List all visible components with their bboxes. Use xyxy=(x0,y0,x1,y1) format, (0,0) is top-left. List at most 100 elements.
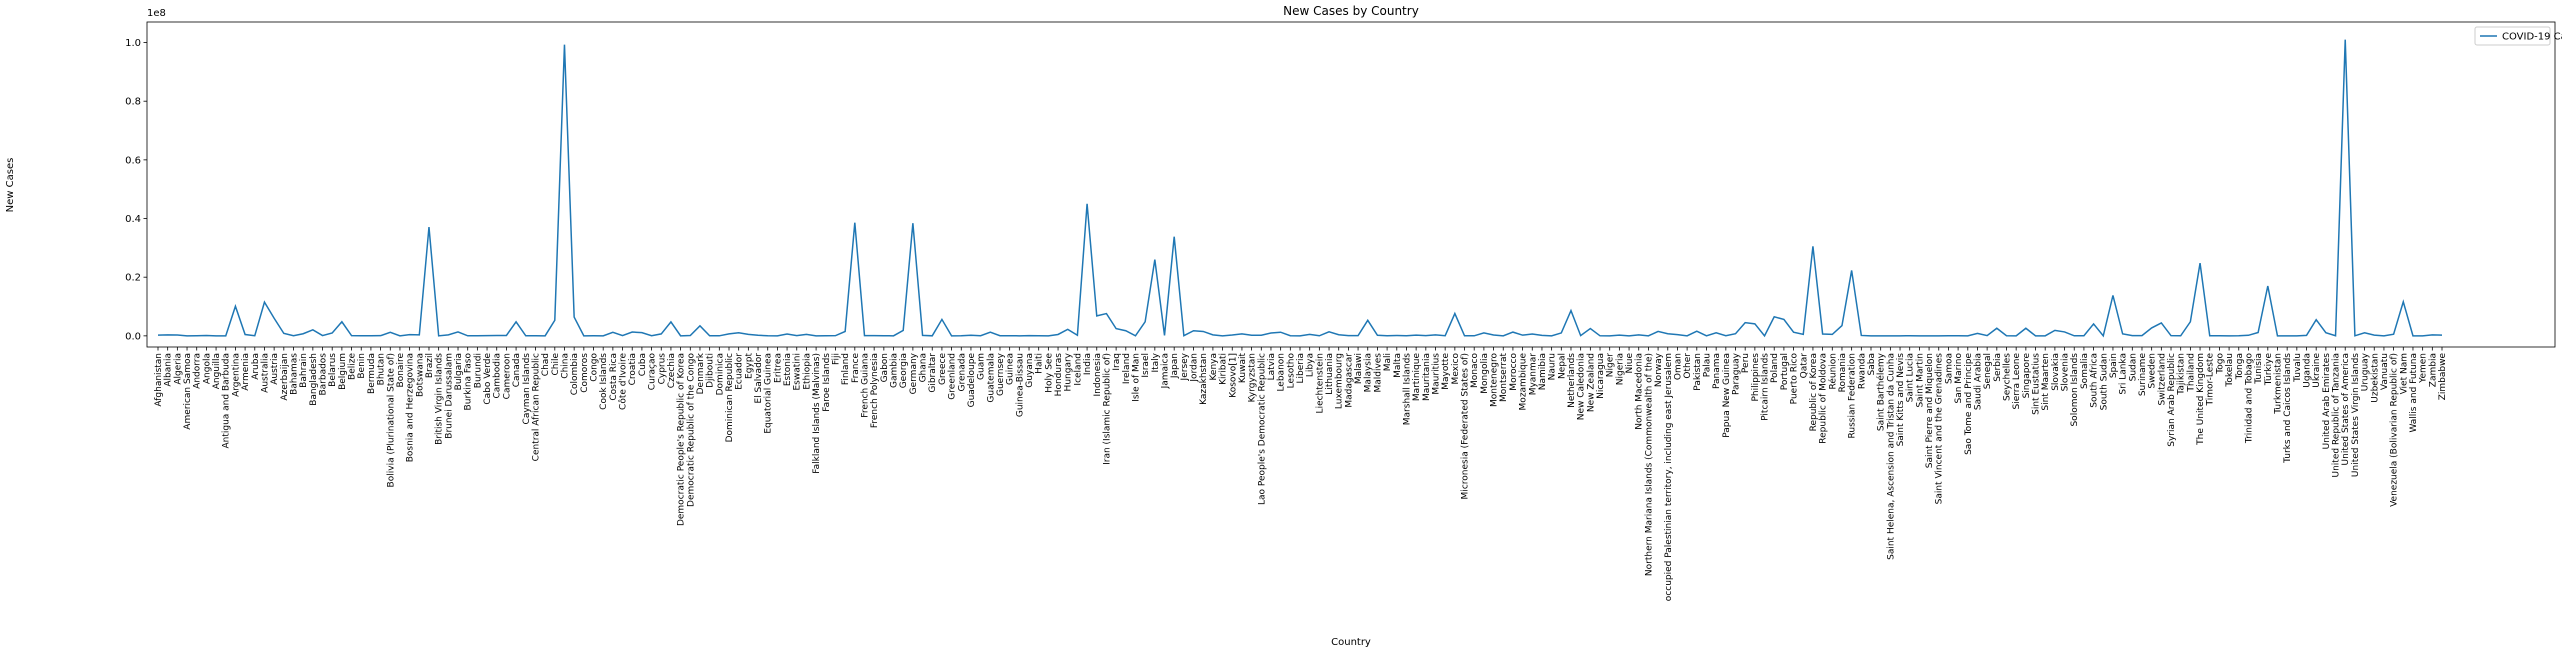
x-tick-label: Saba xyxy=(1867,353,1877,375)
x-tick-label: Somalia xyxy=(2080,353,2090,389)
x-tick-label: Bahamas xyxy=(289,353,299,395)
x-tick-label: Holy See xyxy=(1044,353,1054,393)
x-tick-label: Anguilla xyxy=(212,353,222,389)
x-tick-label: Vanuatu xyxy=(2380,353,2390,390)
y-axis-label: New Cases xyxy=(5,158,16,213)
x-tick-label: Kuwait xyxy=(1238,353,1248,384)
x-tick-label: Saint Vincent and the Grenadines xyxy=(1935,353,1945,505)
x-tick-label: Spain xyxy=(2109,353,2119,378)
x-tick-label: Belarus xyxy=(328,353,338,387)
x-tick-label: Afghanistan xyxy=(154,353,164,407)
x-tick-label: Uruguay xyxy=(2361,352,2371,391)
x-tick-label: Greenland xyxy=(948,353,958,400)
y-tick-label: 0.8 xyxy=(125,97,141,108)
x-tick-label: Oman xyxy=(1673,353,1683,380)
x-tick-label: Pitcairn Islands xyxy=(1761,353,1771,421)
x-tick-label: Nigeria xyxy=(1615,353,1625,385)
x-tick-label: Martinique xyxy=(1412,353,1422,402)
x-tick-label: Portugal xyxy=(1780,353,1790,390)
x-tick-label: Greece xyxy=(938,353,948,385)
x-tick-label: Côte d'Ivoire xyxy=(618,353,629,410)
x-tick-label: Papua New Guinea xyxy=(1722,353,1732,438)
x-tick-label: Samoa xyxy=(1944,353,1954,384)
x-tick-label: Sierra Leone xyxy=(2012,353,2022,410)
x-tick-label: Bangladesh xyxy=(309,353,319,406)
x-tick-label: Sint Maarten xyxy=(2041,353,2051,411)
x-tick-label: Maldives xyxy=(1373,353,1383,393)
x-tick-label: Cameroon xyxy=(502,353,512,399)
x-tick-label: Uzbekistan xyxy=(2370,353,2380,403)
x-tick-label: Andorra xyxy=(193,353,203,389)
x-tick-label: French Polynesia xyxy=(870,353,880,428)
x-tick-label: Isle of Man xyxy=(1131,353,1141,402)
x-tick-label: Israel xyxy=(1141,353,1151,378)
x-tick-label: Haiti xyxy=(1035,353,1045,374)
x-tick-label: South Africa xyxy=(2090,353,2100,408)
x-tick-label: Cuba xyxy=(638,353,648,376)
x-tick-label: Ukraine xyxy=(2312,353,2322,388)
offset-label: 1e8 xyxy=(147,8,166,19)
y-tick-label: 0.2 xyxy=(125,273,141,284)
chart-title: New Cases by Country xyxy=(1283,4,1419,18)
x-tick-label: Canada xyxy=(512,353,522,387)
x-tick-label: South Sudan xyxy=(2099,353,2109,410)
x-tick-label: Bonaire xyxy=(396,353,406,388)
x-tick-label: Mauritania xyxy=(1422,353,1432,401)
x-tick-label: Burundi xyxy=(473,353,483,388)
x-tick-label: Egypt xyxy=(744,353,754,379)
x-tick-label: Georgia xyxy=(899,353,909,388)
x-tick-label: Chile xyxy=(551,353,561,376)
x-tick-label: Luxembourg xyxy=(1335,353,1345,409)
x-tick-label: New Caledonia xyxy=(1577,353,1587,420)
x-tick-label: France xyxy=(851,353,861,383)
x-tick-label: Jamaica xyxy=(1161,353,1171,389)
x-tick-label: India xyxy=(1083,353,1093,375)
x-tick-label: Philippines xyxy=(1751,353,1761,402)
x-tick-label: Liechtenstein xyxy=(1315,353,1325,413)
x-tick-label: Slovakia xyxy=(2051,353,2061,391)
x-tick-label: Lesotho xyxy=(1286,353,1296,389)
x-tick-label: Saudi Arabia xyxy=(1973,353,1983,410)
x-tick-label: Bahrain xyxy=(299,353,309,388)
x-tick-label: Botswana xyxy=(415,353,425,397)
x-tick-label: Northern Mariana Islands (Commonwealth o… xyxy=(1644,353,1654,576)
x-tick-label: Dominican Republic xyxy=(725,353,735,442)
x-tick-label: Qatar xyxy=(1799,353,1809,379)
x-tick-label: Jordan xyxy=(1190,353,1200,383)
x-tick-label: Cyprus xyxy=(657,353,667,385)
x-tick-label: Montenegro xyxy=(1490,353,1500,407)
data-line xyxy=(157,39,2443,338)
x-tick-label: Croatia xyxy=(628,353,638,385)
x-tick-label: Sri Lanka xyxy=(2119,353,2129,395)
x-tick-label: Saint Lucia xyxy=(1906,353,1916,402)
x-tick-label: Paraguay xyxy=(1732,352,1742,395)
y-tick-label: 0.0 xyxy=(125,331,141,342)
x-tick-label: Guernsey xyxy=(996,352,1006,396)
x-tick-label: Marshall Islands xyxy=(1402,353,1412,426)
x-tick-label: French Guiana xyxy=(860,353,870,418)
x-tick-label: Bolivia (Plurinational State of) xyxy=(386,353,396,487)
x-tick-label: Peru xyxy=(1741,353,1751,373)
x-tick-label: Slovenia xyxy=(2061,353,2071,391)
x-tick-label: United States Virgin Islands xyxy=(2351,353,2361,477)
x-tick-label: Russian Federation xyxy=(1848,353,1858,438)
x-tick-label: Kenya xyxy=(1209,353,1219,381)
x-tick-label: Angola xyxy=(202,353,212,384)
x-tick-label: Gambia xyxy=(890,353,900,388)
x-tick-label: Tonga xyxy=(2235,353,2245,380)
x-tick-label: Micronesia (Federated States of) xyxy=(1461,353,1471,499)
x-tick-label: Austria xyxy=(270,353,280,385)
x-tick-label: Costa Rica xyxy=(609,353,619,401)
x-tick-label: Togo xyxy=(2215,353,2225,375)
x-tick-label: Guam xyxy=(977,353,987,380)
x-tick-label: Suriname xyxy=(2138,353,2148,397)
x-tick-label: San Marino xyxy=(1954,353,1964,404)
x-tick-label: North Macedonia xyxy=(1635,353,1645,430)
x-tick-label: Uganda xyxy=(2303,353,2313,388)
x-tick-label: Finland xyxy=(841,353,851,385)
x-tick-label: Sint Eustatius xyxy=(2032,353,2042,415)
x-tick-label: Benin xyxy=(357,353,367,379)
x-tick-label: Brunei Darussalam xyxy=(444,353,454,439)
x-tick-label: Mayotte xyxy=(1441,353,1451,390)
